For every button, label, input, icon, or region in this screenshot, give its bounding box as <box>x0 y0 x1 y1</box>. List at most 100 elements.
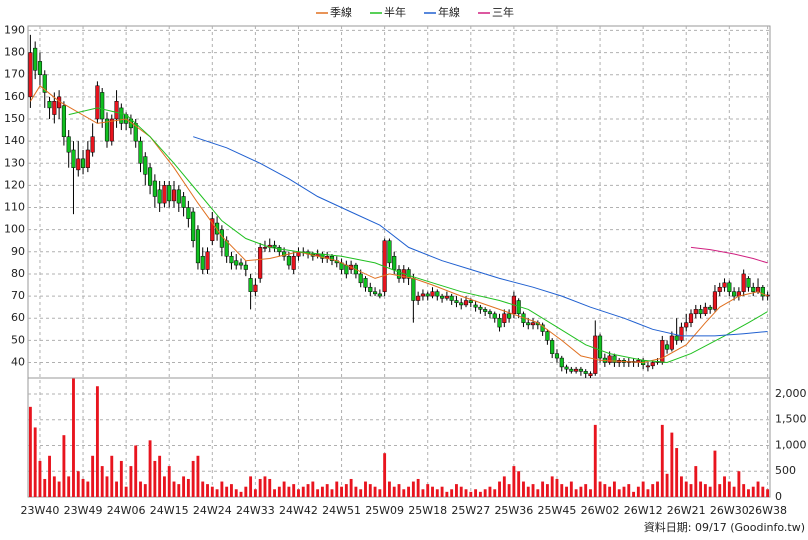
volume-bar <box>416 478 420 497</box>
volume-bar <box>464 489 468 497</box>
candle-body <box>440 295 445 299</box>
volume-bar <box>608 486 612 497</box>
candle-body <box>406 269 411 279</box>
volume-bar <box>62 435 66 497</box>
volume-bar <box>713 450 717 497</box>
candle-body <box>272 244 277 248</box>
volume-bar <box>579 486 583 497</box>
candle-body <box>363 278 368 288</box>
candle-body <box>425 293 430 297</box>
candle-body <box>468 300 473 303</box>
candle-body <box>282 251 287 257</box>
ma-line <box>193 136 768 337</box>
volume-bar <box>277 486 281 497</box>
volume-bar <box>478 491 482 497</box>
candle-body <box>660 340 665 363</box>
volume-bar <box>48 455 51 497</box>
y-tick-label: 110 <box>4 201 25 214</box>
candle-body <box>554 353 560 359</box>
volume-bar <box>91 455 95 497</box>
candle-body <box>698 309 703 315</box>
volume-bar <box>502 476 506 497</box>
volume-bar <box>675 448 679 497</box>
volume-bar <box>344 484 348 497</box>
volume-bar <box>732 486 736 497</box>
x-tick-label: 25W36 <box>494 504 533 517</box>
candle-body <box>645 365 650 368</box>
volume-bar <box>656 481 659 497</box>
volume-bar <box>340 486 343 497</box>
x-tick-label: 25W45 <box>538 504 577 517</box>
volume-bar <box>483 489 487 497</box>
volume-bar <box>86 481 90 497</box>
volume-bar <box>258 478 262 497</box>
volume-bar <box>201 481 205 497</box>
volume-bar <box>186 478 190 497</box>
candle-body <box>191 211 196 241</box>
volume-bar <box>287 486 291 497</box>
volume-bar <box>536 489 540 497</box>
x-tick-label: 24W24 <box>193 504 232 517</box>
volume-bar <box>641 481 645 497</box>
source-note: 資料日期: 09/17 (Goodinfo.tw) <box>644 520 805 534</box>
volume-bar <box>512 466 516 497</box>
volume-bar <box>627 484 631 497</box>
y-tick-label: 140 <box>4 134 25 147</box>
volume-bar <box>67 476 71 497</box>
candle-body <box>387 240 392 264</box>
volume-bar <box>421 489 425 497</box>
candle-body <box>344 264 349 275</box>
candle-body <box>291 255 296 270</box>
volume-bar <box>57 481 61 497</box>
volume-bar <box>589 489 592 497</box>
candle-body <box>392 255 397 270</box>
volume-bar <box>622 486 626 497</box>
volume-bar <box>373 486 377 497</box>
volume-bar <box>517 471 521 497</box>
volume-bar <box>488 486 492 497</box>
volume-bar <box>110 455 114 497</box>
candle-body <box>492 313 497 319</box>
x-tick-label: 25W18 <box>408 504 447 517</box>
volume-bar <box>210 486 214 497</box>
ma-line <box>68 107 768 364</box>
volume-bar <box>139 481 142 497</box>
candle-body <box>416 295 421 301</box>
volume-bar <box>297 489 300 497</box>
volume-bar <box>431 486 434 497</box>
candle-body <box>583 371 588 374</box>
candle-body <box>420 293 426 297</box>
volume-bar <box>191 460 195 497</box>
candle-body <box>487 311 493 315</box>
volume-bar <box>560 484 564 497</box>
volume-bar <box>230 484 233 497</box>
volume-bar <box>292 484 296 497</box>
volume-bar <box>43 478 47 497</box>
candle-body <box>674 335 679 341</box>
volume-bar <box>129 466 133 497</box>
candle-body <box>90 136 95 153</box>
candle-body <box>80 158 86 168</box>
y-tick-label: 130 <box>4 156 25 169</box>
volume-bar <box>680 476 683 497</box>
volume-bar <box>282 481 286 497</box>
volume-bar <box>636 486 640 497</box>
candle-body <box>688 313 694 323</box>
candle-body <box>186 207 191 219</box>
volume-bar <box>718 484 722 497</box>
volume-bar <box>670 432 674 497</box>
volume-bar <box>349 478 353 497</box>
volume-bar <box>119 460 123 497</box>
x-tick-label: 26W30 <box>710 504 749 517</box>
candle-body <box>717 286 722 292</box>
candle-body <box>732 291 737 297</box>
volume-bar <box>33 427 37 497</box>
volume-bar <box>234 489 238 497</box>
volume-bar <box>660 424 664 497</box>
volume-bar <box>751 486 755 497</box>
volume-bar <box>665 473 669 497</box>
volume-bar <box>239 491 243 497</box>
candle-body <box>358 273 363 284</box>
volume-bar <box>699 481 703 497</box>
x-tick-label: 23W40 <box>21 504 60 517</box>
